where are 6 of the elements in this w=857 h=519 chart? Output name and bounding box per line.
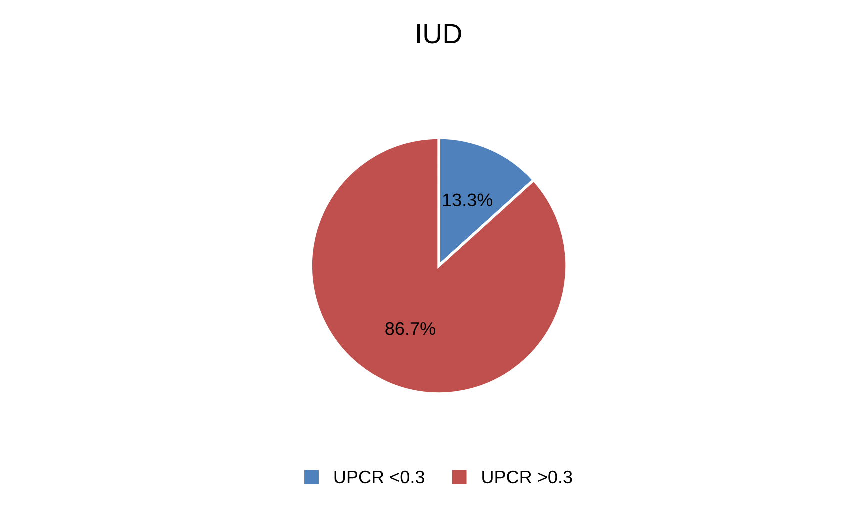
pie-slice bbox=[310, 136, 568, 396]
chart-title: IUD bbox=[417, 24, 462, 44]
legend-label: UPCR >0.3 bbox=[482, 470, 572, 484]
data-label: 86.7% bbox=[386, 322, 436, 336]
legend-label: UPCR <0.3 bbox=[334, 470, 424, 484]
data-label: 13.3% bbox=[443, 194, 493, 206]
